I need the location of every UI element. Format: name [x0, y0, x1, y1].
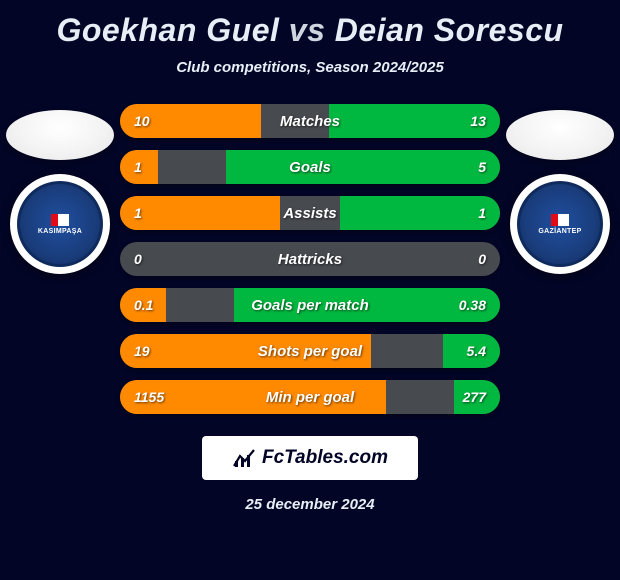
stat-value-right: 0.38 [459, 297, 486, 313]
subtitle: Club competitions, Season 2024/2025 [0, 59, 620, 76]
stat-label: Shots per goal [258, 343, 362, 360]
club-right-name: GAZİANTEP [538, 228, 581, 235]
stat-value-right: 277 [463, 389, 486, 405]
player1-name: Goekhan Guel [56, 12, 279, 48]
stat-value-left: 1 [134, 205, 142, 221]
stat-value-right: 0 [478, 251, 486, 267]
player2-club-badge: GAZİANTEP [510, 174, 610, 274]
chart-icon [232, 446, 256, 470]
player-left-column: KASIMPAŞA [0, 110, 120, 274]
stat-value-left: 19 [134, 343, 150, 359]
date-label: 25 december 2024 [0, 496, 620, 513]
stat-label: Goals per match [251, 297, 369, 314]
turkish-flag-icon [51, 214, 69, 226]
stat-bar-right [226, 150, 500, 184]
stat-value-left: 0.1 [134, 297, 153, 313]
stat-row: 0 0 Hattricks [120, 242, 500, 276]
stat-label: Hattricks [278, 251, 342, 268]
comparison-title: Goekhan Guel vs Deian Sorescu [0, 0, 620, 49]
stat-row: 1 1 Assists [120, 196, 500, 230]
stats-list: 10 13 Matches 1 5 Goals 1 1 Assists 0 0 Hattricks 0.… [120, 104, 500, 414]
club-left-name: KASIMPAŞA [38, 228, 82, 235]
stat-value-left: 1155 [134, 389, 164, 405]
stat-row: 1155 277 Min per goal [120, 380, 500, 414]
stat-value-right: 5 [478, 159, 486, 175]
player2-avatar-placeholder [506, 110, 614, 160]
stat-row: 0.1 0.38 Goals per match [120, 288, 500, 322]
player-right-column: GAZİANTEP [500, 110, 620, 274]
stat-value-right: 5.4 [467, 343, 486, 359]
stat-bar-left [120, 196, 280, 230]
player1-avatar-placeholder [6, 110, 114, 160]
turkish-flag-icon [551, 214, 569, 226]
stat-value-right: 1 [478, 205, 486, 221]
stat-row: 1 5 Goals [120, 150, 500, 184]
stat-row: 10 13 Matches [120, 104, 500, 138]
stat-label: Matches [280, 113, 340, 130]
club-badge-inner-left: KASIMPAŞA [17, 181, 103, 267]
stat-label: Goals [289, 159, 331, 176]
stat-value-left: 10 [134, 113, 150, 129]
stat-label: Assists [283, 205, 336, 222]
stat-value-right: 13 [470, 113, 486, 129]
vs-text: vs [289, 12, 326, 48]
stat-value-left: 0 [134, 251, 142, 267]
stat-value-left: 1 [134, 159, 142, 175]
player2-name: Deian Sorescu [335, 12, 564, 48]
club-badge-inner-right: GAZİANTEP [517, 181, 603, 267]
player1-club-badge: KASIMPAŞA [10, 174, 110, 274]
stat-bar-right [340, 196, 500, 230]
brand-logo[interactable]: FcTables.com [202, 436, 418, 480]
stat-label: Min per goal [266, 389, 354, 406]
brand-name: FcTables.com [262, 447, 388, 469]
stat-row: 19 5.4 Shots per goal [120, 334, 500, 368]
